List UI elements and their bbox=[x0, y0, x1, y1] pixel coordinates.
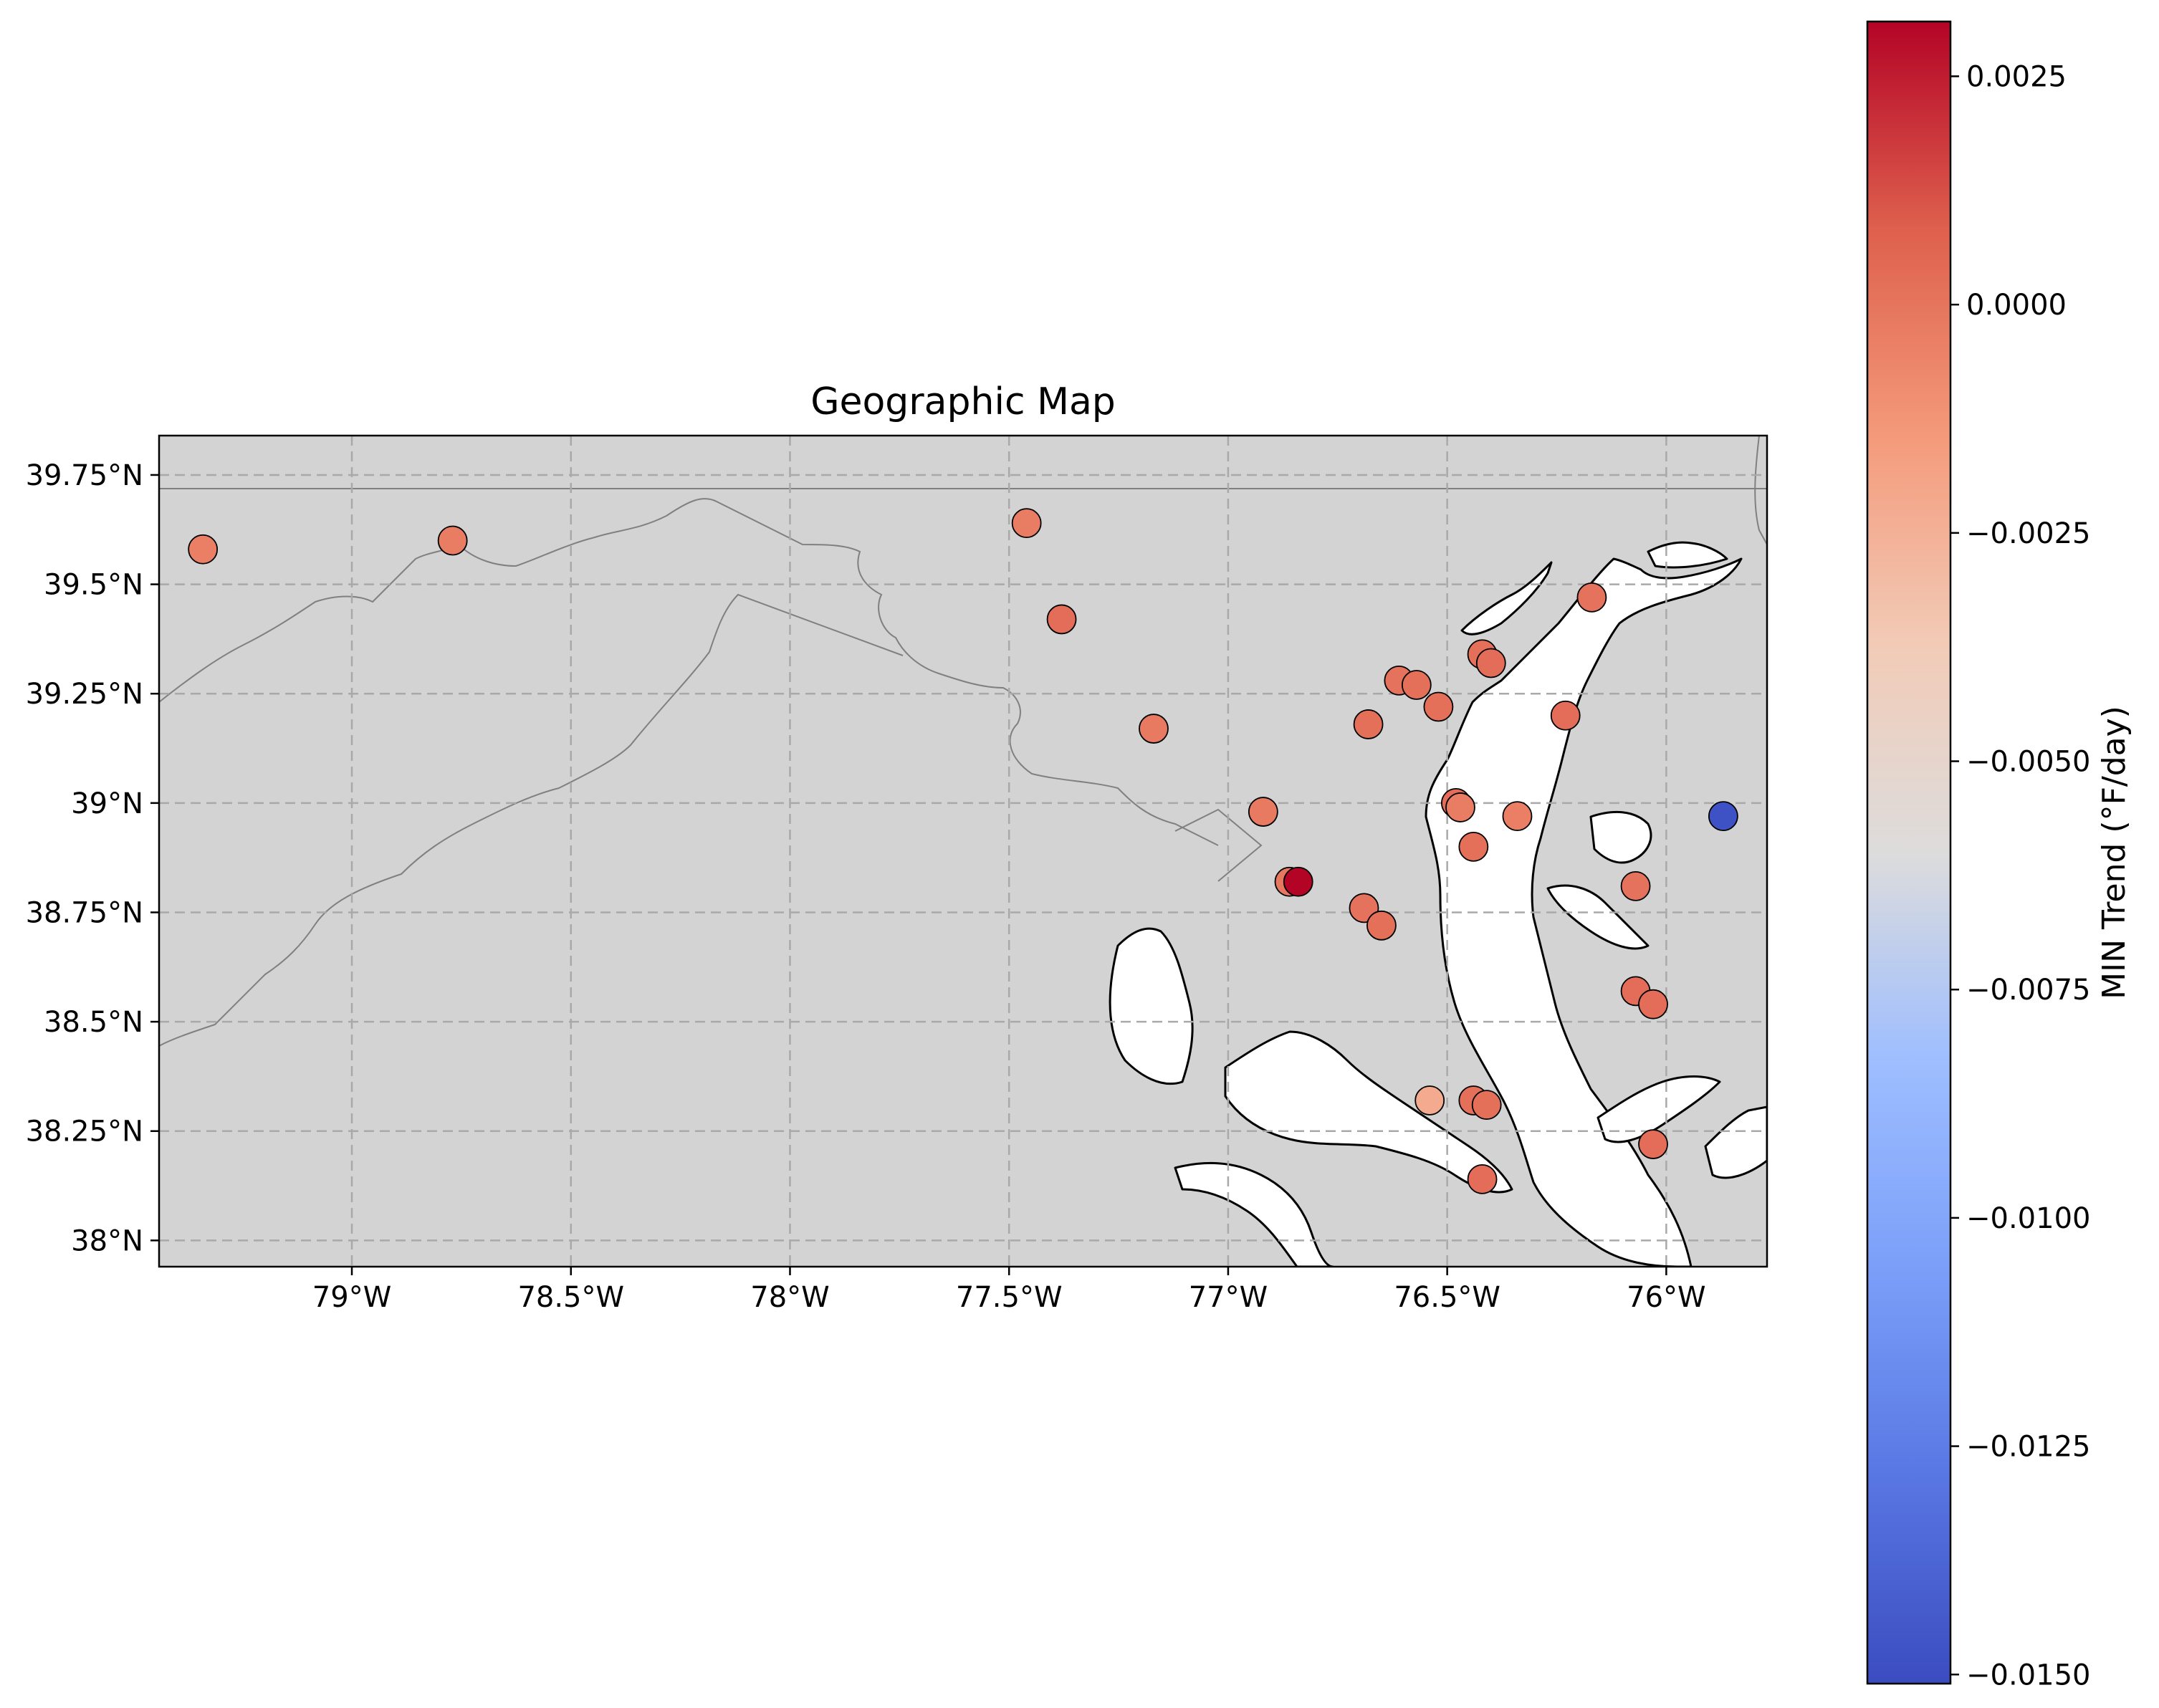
station-point bbox=[1502, 801, 1533, 832]
x-tick-label: 78.5°W bbox=[517, 1281, 624, 1314]
station-point bbox=[1353, 709, 1384, 739]
y-tick-label: 39.5°N bbox=[44, 569, 143, 602]
x-tick-label: 77°W bbox=[1189, 1281, 1268, 1314]
x-tick-label: 76°W bbox=[1627, 1281, 1705, 1314]
colorbar-tick-label: −0.0125 bbox=[1966, 1431, 2090, 1464]
y-tick-label: 38.75°N bbox=[26, 896, 143, 929]
y-tick-label: 38.5°N bbox=[44, 1006, 143, 1039]
station-point bbox=[1445, 792, 1475, 822]
colorbar-tick-label: −0.0100 bbox=[1966, 1202, 2090, 1235]
colorbar-tick-label: −0.0075 bbox=[1966, 974, 2090, 1007]
station-point bbox=[1248, 797, 1278, 827]
station-point bbox=[1011, 508, 1042, 539]
station-point bbox=[437, 525, 468, 556]
y-tick-label: 39.25°N bbox=[26, 678, 143, 711]
colorbar: 0.0025 0.0000 −0.0025 −0.0050 −0.0075 −0.0100… bbox=[1866, 20, 2132, 1692]
y-tick-label: 38°N bbox=[71, 1224, 143, 1257]
y-tick-label: 38.25°N bbox=[26, 1116, 143, 1148]
station-point bbox=[1401, 670, 1432, 700]
x-tick-label: 79°W bbox=[312, 1281, 391, 1314]
station-point bbox=[1576, 582, 1607, 613]
y-axis-ticks: 38°N 38.25°N 38.5°N 38.75°N 39°N 39.25°N 39.5°… bbox=[26, 459, 159, 1257]
colorbar-tick-label: −0.0050 bbox=[1966, 746, 2090, 779]
station-point bbox=[1458, 831, 1489, 862]
map-frame bbox=[158, 434, 1768, 1268]
station-point bbox=[1366, 910, 1397, 941]
station-point bbox=[1046, 604, 1077, 635]
colorbar-label: MIN Trend (°F/day) bbox=[2096, 706, 2132, 999]
x-tick-label: 76.5°W bbox=[1394, 1281, 1500, 1314]
station-point bbox=[1414, 1085, 1445, 1116]
x-axis-ticks: 79°W 78.5°W 78°W 77.5°W 77°W 76.5°W 76°W bbox=[312, 1267, 1706, 1314]
map-title: Geographic Map bbox=[810, 380, 1116, 423]
colorbar-gradient bbox=[1866, 20, 1952, 1685]
x-tick-label: 77.5°W bbox=[956, 1281, 1063, 1314]
station-point bbox=[1638, 1129, 1668, 1159]
x-tick-label: 78°W bbox=[750, 1281, 829, 1314]
colorbar-tick-label: −0.0025 bbox=[1966, 517, 2090, 550]
map-panel bbox=[158, 434, 1768, 1268]
station-point bbox=[1471, 1090, 1502, 1121]
y-tick-label: 39.75°N bbox=[26, 459, 143, 492]
colorbar-tick-label: −0.0150 bbox=[1966, 1659, 2090, 1692]
station-point bbox=[1423, 691, 1454, 722]
station-point bbox=[188, 534, 219, 565]
station-point bbox=[1467, 1164, 1498, 1194]
colorbar-ticks: 0.0025 0.0000 −0.0025 −0.0050 −0.0075 −0.0100… bbox=[1950, 60, 2090, 1692]
station-point bbox=[1139, 714, 1169, 744]
station-point bbox=[1475, 648, 1506, 678]
colorbar-tick-label: 0.0025 bbox=[1966, 60, 2067, 93]
y-tick-label: 39°N bbox=[71, 787, 143, 820]
station-point bbox=[1638, 989, 1668, 1019]
station-point bbox=[1708, 801, 1738, 832]
station-point bbox=[1283, 866, 1313, 897]
chesapeake-bay bbox=[1109, 541, 1767, 1267]
station-point bbox=[1550, 700, 1581, 731]
station-point bbox=[1620, 870, 1651, 901]
colorbar-tick-label: 0.0000 bbox=[1966, 289, 2067, 322]
station-points bbox=[188, 508, 1738, 1194]
state-borders bbox=[159, 436, 1767, 1047]
gridlines bbox=[159, 436, 1767, 1267]
